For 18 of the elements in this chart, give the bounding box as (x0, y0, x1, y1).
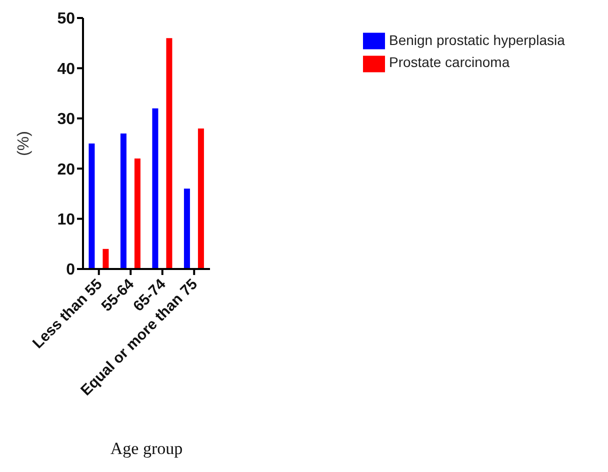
y-tick-label: 0 (66, 262, 76, 279)
y-tick-label: 20 (57, 161, 76, 178)
y-axis-title: (%) (16, 131, 33, 156)
bar (120, 133, 126, 269)
x-axis-title: Age group (110, 439, 183, 458)
bar (184, 188, 190, 269)
y-tick-label: 50 (57, 10, 76, 28)
y-tick-label: 30 (57, 111, 76, 128)
bar (88, 144, 95, 269)
y-tick-label: 10 (57, 211, 76, 228)
bar (102, 248, 109, 269)
y-tick-label: 40 (57, 60, 76, 78)
legend-label: Benign prostatic hyperplasia (389, 32, 565, 48)
bar (198, 128, 204, 269)
legend-label: Prostate carcinoma (389, 54, 510, 70)
bar (166, 38, 172, 269)
bar (134, 158, 140, 269)
bar (152, 108, 158, 269)
